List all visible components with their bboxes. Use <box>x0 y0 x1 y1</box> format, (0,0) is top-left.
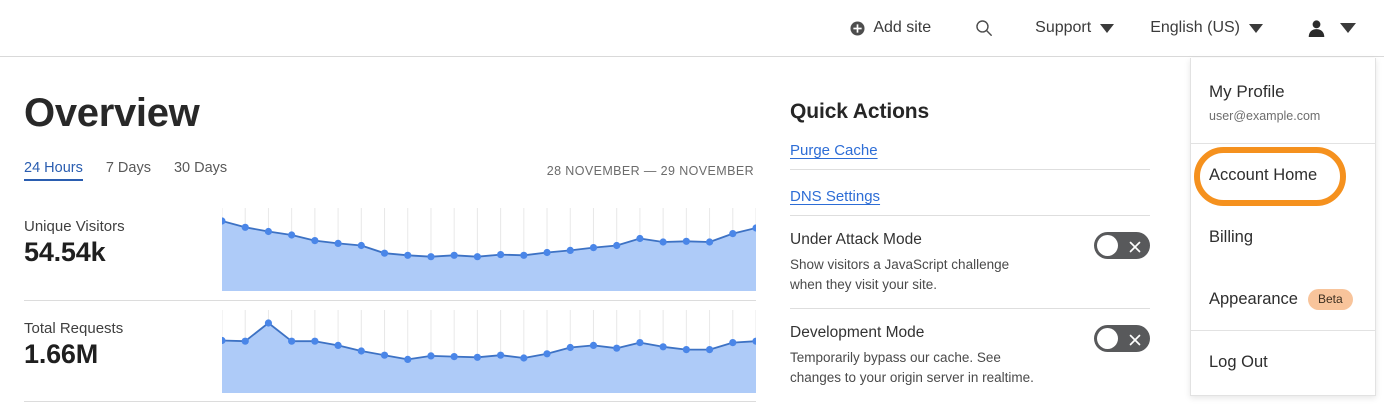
stats-list: Unique Visitors 54.54k Total Requests 1.… <box>24 199 756 402</box>
account-dropdown-menu: My Profile user@example.com Account Home… <box>1190 58 1376 396</box>
support-label: Support <box>1035 19 1092 36</box>
close-icon <box>1129 333 1141 345</box>
status-badge-beta: Beta <box>1308 288 1353 310</box>
dropdown-item-account-home[interactable]: Account Home <box>1191 144 1375 206</box>
tab-24-hours[interactable]: 24 Hours <box>24 160 83 181</box>
sparkline-chart-unique-visitors <box>222 208 756 291</box>
dropdown-item-my-profile[interactable]: My Profile user@example.com <box>1191 58 1375 143</box>
quick-action-dns-settings-row: DNS Settings <box>790 170 1150 216</box>
stat-value: 54.54k <box>24 237 106 267</box>
toggle-knob <box>1097 328 1118 350</box>
account-home-label: Account Home <box>1209 165 1318 184</box>
my-profile-label: My Profile <box>1209 82 1285 101</box>
support-menu[interactable]: Support <box>1035 19 1115 37</box>
chevron-down-icon <box>1249 23 1263 33</box>
top-header-bar: Add site Support English (US) <box>0 0 1384 57</box>
dropdown-divider <box>1191 330 1375 331</box>
under-attack-mode-row: Under Attack Mode Show visitors a JavaSc… <box>790 216 1150 310</box>
timerange-tabs: 24 Hours 7 Days 30 Days <box>24 160 227 181</box>
toggle-knob <box>1097 235 1118 256</box>
close-icon <box>1129 240 1141 252</box>
date-range-label: 28 NOVEMBER — 29 NOVEMBER <box>546 163 754 178</box>
language-label: English (US) <box>1150 19 1240 36</box>
stat-row-unique-visitors: Unique Visitors 54.54k <box>24 199 756 300</box>
overview-panel: Overview 24 Hours 7 Days 30 Days 28 NOVE… <box>24 92 756 402</box>
log-out-label: Log Out <box>1209 352 1268 371</box>
search-button[interactable] <box>975 19 993 37</box>
profile-email: user@example.com <box>1209 109 1321 123</box>
stats-bottom-divider <box>24 401 756 402</box>
sparkline-chart-total-requests <box>222 310 756 393</box>
under-attack-mode-label: Under Attack Mode <box>790 231 922 248</box>
development-mode-description: Temporarily bypass our cache. See change… <box>790 350 1034 385</box>
stat-row-total-requests: Total Requests 1.66M <box>24 300 756 401</box>
chevron-down-icon <box>1340 23 1356 33</box>
under-attack-mode-description: Show visitors a JavaScript challenge whe… <box>790 257 1010 292</box>
timerange-tabs-row: 24 Hours 7 Days 30 Days 28 NOVEMBER — 29… <box>24 160 756 181</box>
quick-action-purge-cache-row: Purge Cache <box>790 124 1150 170</box>
purge-cache-link[interactable]: Purge Cache <box>790 142 878 159</box>
dropdown-item-billing[interactable]: Billing <box>1191 206 1375 268</box>
stat-label: Unique Visitors <box>24 218 125 235</box>
development-mode-toggle[interactable] <box>1094 325 1150 353</box>
quick-actions-panel: Quick Actions Purge Cache DNS Settings U… <box>790 100 1150 401</box>
search-icon <box>975 19 993 37</box>
dropdown-divider <box>1191 143 1375 144</box>
stat-label: Total Requests <box>24 320 124 337</box>
tab-7-days[interactable]: 7 Days <box>105 160 151 176</box>
add-site-button[interactable]: Add site <box>850 19 931 37</box>
language-menu[interactable]: English (US) <box>1150 19 1263 37</box>
dropdown-item-log-out[interactable]: Log Out <box>1191 331 1375 393</box>
appearance-label: Appearance <box>1209 289 1298 308</box>
chevron-down-icon <box>1100 23 1115 33</box>
page-title: Overview <box>24 91 200 135</box>
stat-value: 1.66M <box>24 339 99 369</box>
tab-30-days[interactable]: 30 Days <box>173 160 228 176</box>
dns-settings-link[interactable]: DNS Settings <box>790 188 881 205</box>
account-menu-button[interactable] <box>1307 19 1356 38</box>
user-avatar-icon <box>1307 19 1326 38</box>
plus-circle-icon <box>850 20 865 36</box>
add-site-label: Add site <box>873 19 932 36</box>
quick-actions-title: Quick Actions <box>790 100 930 123</box>
dropdown-item-appearance[interactable]: Appearance Beta <box>1191 268 1375 330</box>
development-mode-row: Development Mode Temporarily bypass our … <box>790 309 1150 401</box>
under-attack-mode-toggle[interactable] <box>1094 232 1150 259</box>
development-mode-label: Development Mode <box>790 324 925 342</box>
billing-label: Billing <box>1209 227 1254 246</box>
